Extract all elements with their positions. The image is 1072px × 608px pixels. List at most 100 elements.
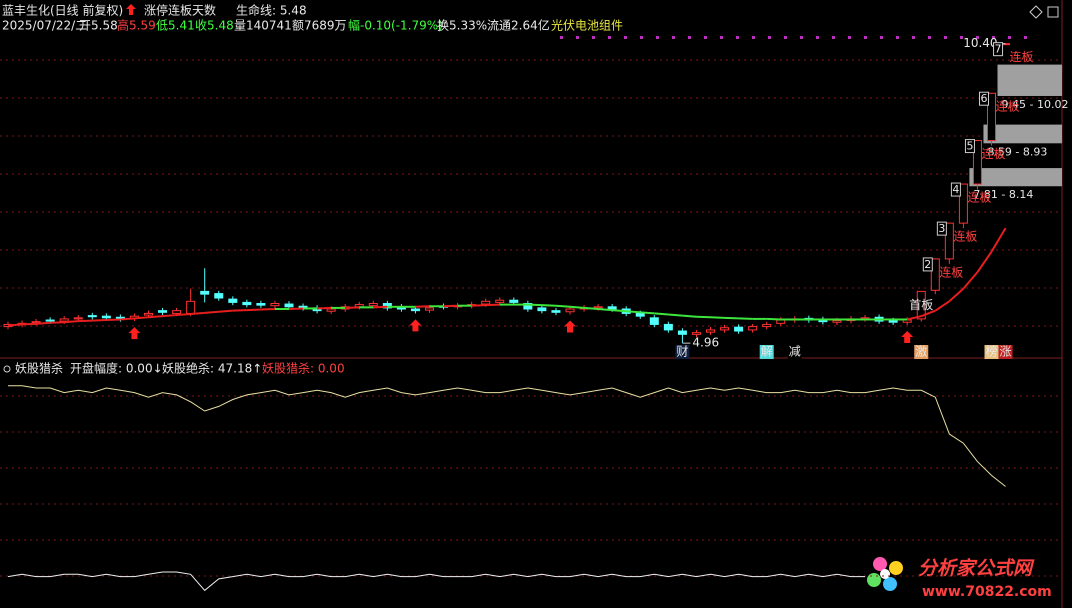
lifeline-segment <box>288 307 304 311</box>
buy-arrow <box>564 320 576 333</box>
lifeline-segment <box>948 287 965 303</box>
top-dot <box>800 36 803 39</box>
lifeline-segment <box>710 316 725 319</box>
candle-body <box>228 298 238 303</box>
indicator-name: 涨停连板天数 <box>144 3 216 18</box>
candle-body <box>776 319 786 324</box>
event-label: 财 <box>676 345 688 359</box>
board-label: 连板 <box>939 264 963 279</box>
candle-body <box>734 326 744 332</box>
candle-body <box>509 299 519 303</box>
amount: 额7689万 <box>292 19 347 33</box>
icon-diamond[interactable] <box>1029 5 1043 19</box>
price-label: 10.40 <box>963 36 997 50</box>
lifeline-segment <box>190 311 205 315</box>
candle-body <box>958 183 968 224</box>
event-label: 榜 <box>985 344 997 359</box>
candle-body <box>720 327 730 331</box>
top-dot <box>880 36 883 39</box>
event-box <box>759 345 774 359</box>
candle-body <box>382 303 392 309</box>
top-dot <box>1008 36 1011 39</box>
board-label: 连板 <box>953 229 977 244</box>
lifeline-segment <box>134 316 149 320</box>
candle-body <box>987 92 996 142</box>
top-dot <box>1024 36 1027 39</box>
lifeline-segment <box>50 321 65 324</box>
lifeline-segment <box>682 314 697 318</box>
lifeline-segment <box>485 303 500 307</box>
candle-body <box>551 310 561 313</box>
zone-label: 7.81 - 8.14 <box>973 188 1033 201</box>
turnover: 换5.33% <box>437 19 487 33</box>
hunt-value: 妖股猎杀: 0.00 <box>262 361 345 376</box>
top-dot <box>736 36 739 39</box>
candle-body <box>565 308 575 313</box>
lifeline-segment <box>260 308 275 311</box>
board-num: 4 <box>952 183 959 196</box>
top-dot <box>928 36 931 39</box>
icon-square[interactable] <box>1047 6 1059 18</box>
stock-name: 蓝丰生化(日线 前复权) <box>2 3 123 18</box>
top-dot <box>848 36 851 39</box>
lifeline-segment <box>569 305 585 309</box>
buy-arrow <box>128 327 141 340</box>
lifeline-value: 生命线: 5.48 <box>236 3 307 18</box>
event-box <box>787 345 802 359</box>
open: 开5.58 <box>79 19 118 33</box>
board-label: 连板 <box>967 190 991 205</box>
lifeline-segment <box>148 315 163 319</box>
lifeline-segment <box>668 313 683 317</box>
candle-body <box>172 310 182 314</box>
lifeline-segment <box>527 303 542 307</box>
lifeline-segment <box>92 319 107 322</box>
buy-arrow <box>901 330 914 343</box>
volume: 量140741 <box>234 19 292 33</box>
candle-body <box>214 293 224 299</box>
lifeline-segment <box>541 304 556 307</box>
price-zone <box>969 168 1062 187</box>
lifeline-segment <box>934 300 950 312</box>
candle-body <box>762 323 772 328</box>
top-dot <box>864 36 867 39</box>
candle-body <box>270 303 280 307</box>
lifeline-segment <box>246 308 261 312</box>
candle-body <box>242 301 252 306</box>
event-box <box>675 345 690 359</box>
close: 收5.48 <box>195 19 234 33</box>
price-zone <box>983 124 1062 144</box>
board-num-box <box>964 139 975 154</box>
top-dot <box>688 36 691 39</box>
lifeline-segment <box>415 305 430 308</box>
arrow-icon <box>126 4 136 15</box>
lifeline-segment <box>962 271 979 290</box>
candle-body <box>256 303 266 306</box>
candle-body <box>972 140 982 185</box>
lifeline-segment <box>78 319 93 323</box>
board-num-box <box>922 257 933 272</box>
open-range: 开盘幅度: 0.00↓ <box>70 361 163 376</box>
candle-body <box>495 299 505 303</box>
top-dot <box>656 36 659 39</box>
kill-value: 妖股绝杀: 47.18↑ <box>162 361 262 376</box>
watermark-title: 分析家公式网 <box>918 558 1035 580</box>
top-dot <box>912 36 915 39</box>
top-dot <box>608 36 611 39</box>
lifeline-segment <box>317 306 332 310</box>
candle-body <box>158 310 168 313</box>
candle-body <box>87 315 97 318</box>
lifeline-segment <box>232 309 247 312</box>
candle-body <box>832 320 842 323</box>
candle-body <box>593 306 603 309</box>
board-num-box <box>950 182 961 197</box>
candle-body <box>481 300 491 305</box>
zone-label: 9.45 - 10.02 <box>1002 98 1069 111</box>
board-num: 5 <box>966 140 973 153</box>
lifeline-segment <box>64 320 79 324</box>
candle-body <box>677 330 687 335</box>
lifeline-segment <box>120 317 135 321</box>
candle-body <box>186 300 196 314</box>
candle-body <box>31 321 41 324</box>
lifeline-segment <box>724 316 739 320</box>
